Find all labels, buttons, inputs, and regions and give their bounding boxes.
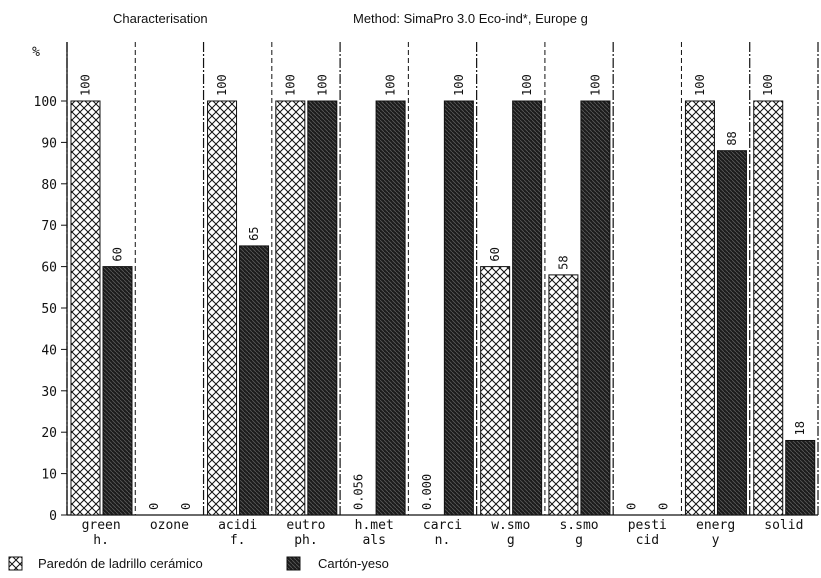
y-axis-label: % — [32, 45, 40, 60]
bar-h-met-als-carton-yeso — [375, 100, 406, 516]
legend-label-paredon: Paredón de ladrillo cerámico — [38, 556, 203, 571]
bar-green-h-paredon — [70, 100, 101, 516]
category-label-acidi-f-line1: acidi — [218, 518, 257, 533]
data-label-acidi-f-paredon: 100 — [215, 74, 229, 96]
category-label-acidi-f-line2: f. — [230, 533, 246, 548]
category-label-ozone-line1: ozone — [150, 518, 189, 533]
data-label-pesti-cid-paredon: 0 — [625, 503, 639, 510]
category-label-s-smo-g-line1: s.smo — [559, 518, 598, 533]
header-characterisation: Characterisation — [113, 11, 208, 26]
bar-acidi-f-carton-yeso — [239, 245, 270, 516]
category-label-solid-line1: solid — [764, 518, 803, 533]
data-label-green-h-paredon: 100 — [79, 74, 93, 96]
data-label-eutro-ph-paredon: 100 — [283, 74, 297, 96]
y-tick-label-60: 60 — [41, 261, 57, 276]
legend-label-carton-yeso: Cartón-yeso — [318, 556, 389, 571]
y-tick-label-30: 30 — [41, 385, 57, 400]
data-label-carci-n-paredon: 0.000 — [420, 474, 434, 510]
category-label-energ-y-line1: energ — [696, 518, 735, 533]
data-label-s-smo-g-carton-yeso: 100 — [588, 74, 602, 96]
category-label-pesti-cid-line2: cid — [636, 533, 659, 548]
y-tick-label-0: 0 — [49, 509, 57, 524]
data-label-eutro-ph-carton-yeso: 100 — [315, 74, 329, 96]
y-tick-label-80: 80 — [41, 178, 57, 193]
data-label-s-smo-g-paredon: 58 — [556, 255, 570, 269]
bar-eutro-ph-paredon — [275, 100, 306, 516]
y-tick-label-90: 90 — [41, 136, 57, 151]
data-label-h-met-als-carton-yeso: 100 — [384, 74, 398, 96]
category-label-s-smo-g-line2: g — [575, 533, 583, 548]
bar-w-smo-g-paredon — [480, 266, 511, 516]
category-label-w-smo-g-line1: w.smo — [491, 518, 530, 533]
data-label-carci-n-carton-yeso: 100 — [452, 74, 466, 96]
category-label-green-h-line2: h. — [93, 533, 109, 548]
bar-s-smo-g-paredon — [548, 274, 579, 516]
y-tick-label-20: 20 — [41, 426, 57, 441]
bar-solid-paredon — [753, 100, 784, 516]
data-label-h-met-als-paredon: 0.056 — [352, 474, 366, 510]
category-label-eutro-ph-line1: eutro — [286, 518, 325, 533]
data-label-solid-paredon: 100 — [761, 74, 775, 96]
data-labels: 100 60 0 0 100 65 100 100 0.056 100 0.000 100 60 100 5… — [79, 74, 808, 510]
bar-s-smo-g-carton-yeso — [580, 100, 611, 516]
category-label-h-met-als-line2: als — [362, 533, 385, 548]
data-label-energ-y-paredon: 100 — [693, 74, 707, 96]
y-tick-label-70: 70 — [41, 219, 57, 234]
category-label-w-smo-g-line2: g — [507, 533, 515, 548]
bar-green-h-carton-yeso — [102, 266, 133, 516]
data-label-solid-carton-yeso: 18 — [793, 421, 807, 435]
category-label-h-met-als-line1: h.met — [355, 518, 394, 533]
y-tick-label-40: 40 — [41, 343, 57, 358]
bar-w-smo-g-carton-yeso — [512, 100, 543, 516]
bar-solid-carton-yeso — [785, 439, 816, 516]
data-label-green-h-carton-yeso: 60 — [111, 247, 125, 261]
bar-energ-y-paredon — [684, 100, 715, 516]
y-axis-ticks: 0 10 20 30 40 50 60 70 80 90 100 — [34, 95, 67, 524]
legend: Paredón de ladrillo cerámico Cartón-yeso — [8, 556, 389, 571]
data-label-w-smo-g-carton-yeso: 100 — [520, 74, 534, 96]
data-label-ozone-paredon: 0 — [147, 503, 161, 510]
data-label-w-smo-g-paredon: 60 — [488, 247, 502, 261]
bars — [70, 100, 816, 516]
bar-acidi-f-paredon — [207, 100, 238, 516]
header-method: Method: SimaPro 3.0 Eco-ind*, Europe g — [353, 11, 588, 26]
bar-eutro-ph-carton-yeso — [307, 100, 338, 516]
y-tick-label-100: 100 — [34, 95, 57, 110]
data-label-pesti-cid-carton-yeso: 0 — [657, 503, 671, 510]
legend-swatch-carton-yeso — [286, 556, 301, 571]
category-label-energ-y-line2: y — [712, 533, 720, 548]
y-tick-label-10: 10 — [41, 468, 57, 483]
data-label-energ-y-carton-yeso: 88 — [725, 131, 739, 145]
category-label-eutro-ph-line2: ph. — [294, 533, 317, 548]
category-label-carci-n-line2: n. — [435, 533, 451, 548]
bar-energ-y-carton-yeso — [716, 150, 747, 516]
y-tick-label-50: 50 — [41, 302, 57, 317]
category-label-carci-n-line1: carci — [423, 518, 462, 533]
data-label-ozone-carton-yeso: 0 — [179, 503, 193, 510]
bar-carci-n-carton-yeso — [443, 100, 474, 516]
category-label-green-h-line1: green — [82, 518, 121, 533]
data-label-acidi-f-carton-yeso: 65 — [247, 226, 261, 240]
category-label-pesti-cid-line1: pesti — [628, 518, 667, 533]
legend-swatch-paredon — [8, 556, 23, 571]
